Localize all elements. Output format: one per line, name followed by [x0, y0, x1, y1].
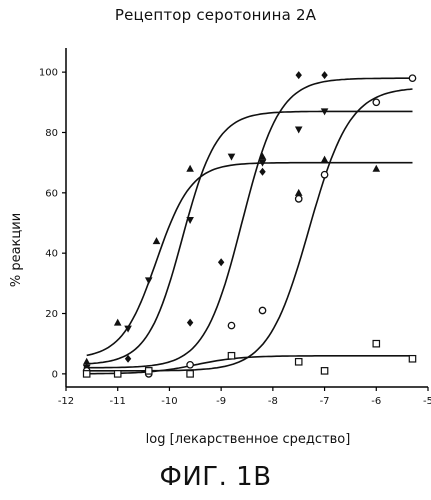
data-point-triangle-down [228, 154, 236, 161]
y-tick-label: 60 [45, 188, 58, 199]
figure-caption: ФИГ. 1B [0, 462, 431, 492]
y-tick-label: 40 [45, 249, 58, 260]
fit-curves [87, 78, 413, 374]
data-point-triangle-down [295, 126, 303, 133]
y-tick-label: 100 [39, 68, 58, 79]
data-point-hexagon [373, 99, 379, 105]
data-point-square [187, 371, 193, 377]
y-tick-label: 20 [45, 309, 58, 320]
data-point-hexagon [296, 196, 302, 202]
data-point-square [373, 340, 379, 346]
data-point-triangle-up [321, 156, 329, 163]
x-tick-label: -7 [320, 396, 330, 407]
data-point-triangle-up [114, 319, 122, 326]
data-point-triangle-up [372, 165, 380, 172]
data-point-square [115, 371, 121, 377]
data-point-hexagon [187, 362, 193, 368]
data-point-triangle-up [153, 237, 161, 244]
data-point-triangle-down [145, 277, 153, 284]
x-tick-label: -5 [423, 396, 431, 407]
x-axis-label: log [лекарственное средство] [146, 432, 351, 447]
x-tick-label: -9 [216, 396, 226, 407]
data-point-diamond [218, 258, 224, 266]
fit-curve-hexagon [87, 89, 413, 371]
data-point-square [228, 353, 234, 359]
data-point-triangle-up [295, 189, 303, 196]
y-tick-label: 0 [52, 369, 58, 380]
x-tick-label: -6 [371, 396, 381, 407]
fit-curve-diamond [87, 78, 413, 368]
data-point-square [321, 368, 327, 374]
y-tick-label: 80 [45, 128, 58, 139]
data-point-diamond [259, 168, 265, 176]
data-point-square [409, 356, 415, 362]
data-point-hexagon [259, 307, 265, 313]
fit-curve-triangle-down [87, 111, 413, 363]
data-point-hexagon [409, 75, 415, 81]
data-point-diamond [187, 319, 193, 327]
data-point-diamond [321, 71, 327, 79]
x-tick-label: -8 [268, 396, 278, 407]
data-point-square [296, 359, 302, 365]
data-point-square [146, 368, 152, 374]
data-point-diamond [296, 71, 302, 79]
y-axis-label: % реакции [9, 213, 24, 287]
data-point-hexagon [228, 322, 234, 328]
x-tick-label: -11 [110, 396, 126, 407]
data-point-triangle-up [186, 165, 194, 172]
data-point-triangle-up [83, 358, 91, 365]
x-tick-label: -10 [161, 396, 177, 407]
data-point-square [83, 371, 89, 377]
x-tick-label: -12 [58, 396, 74, 407]
data-point-hexagon [321, 172, 327, 178]
